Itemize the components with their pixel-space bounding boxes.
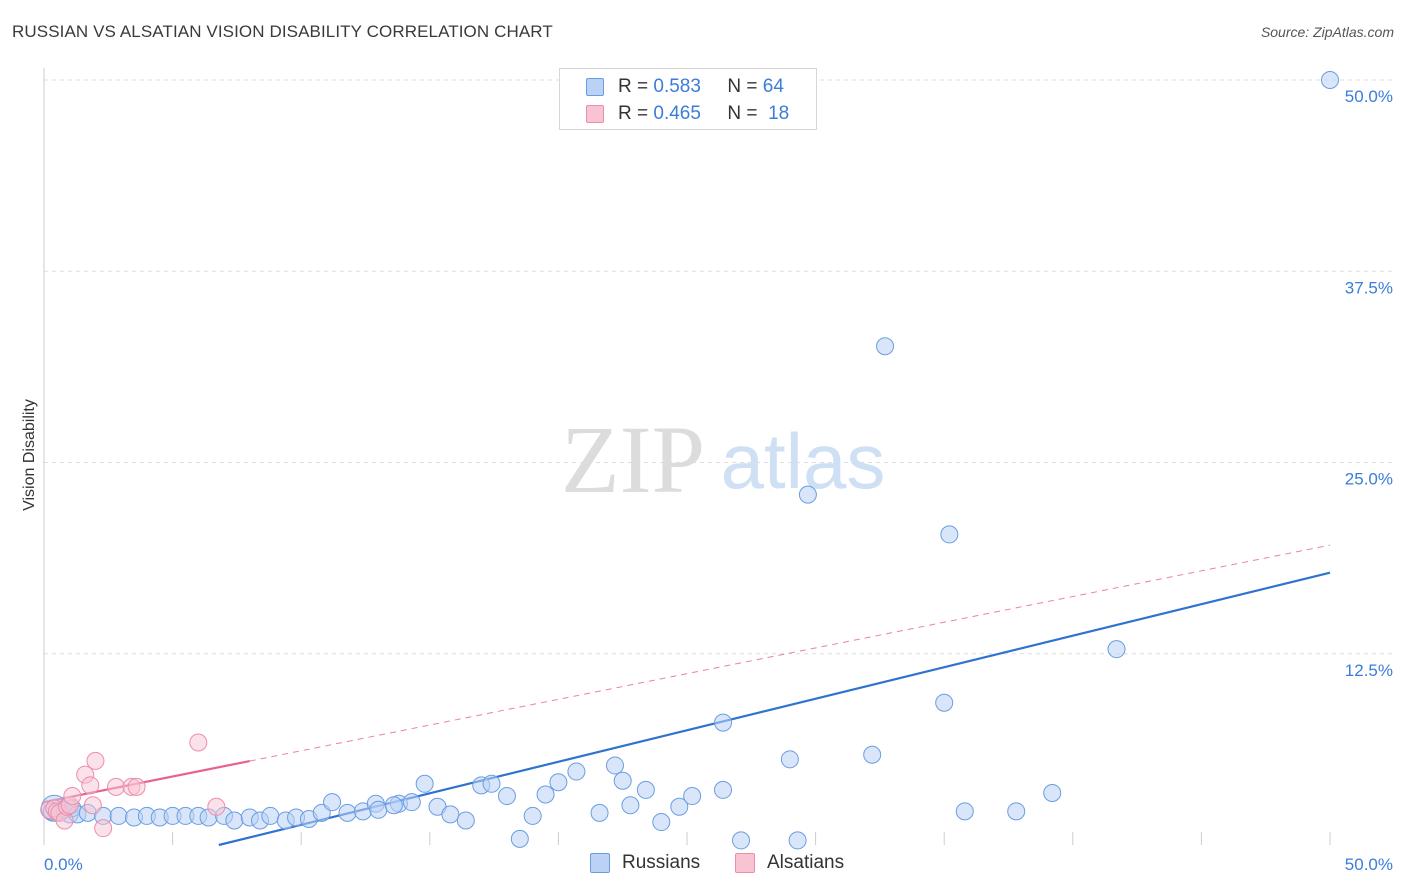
russians-point <box>613 771 632 790</box>
russians-point <box>456 811 475 830</box>
y-tick-label: 50.0% <box>1345 87 1393 106</box>
legend-item-russians[interactable]: Russians <box>590 852 700 874</box>
alsatians-point <box>107 777 126 796</box>
russians-point <box>415 774 434 793</box>
russians-point <box>338 803 357 822</box>
russians-swatch <box>586 78 604 96</box>
correlation-legend: R = 0.583 N = 64 R = 0.465 N = 18 <box>559 68 817 130</box>
russians-point <box>536 785 555 804</box>
alsatians-point <box>207 797 226 816</box>
alsatians-n-value: 18 <box>768 103 790 124</box>
alsatians-point <box>189 733 208 752</box>
russians-point <box>1043 783 1062 802</box>
russians-point <box>798 485 817 504</box>
russians-point <box>652 813 671 832</box>
russians-point <box>369 800 388 819</box>
russians-point <box>497 787 516 806</box>
russians-point <box>670 797 689 816</box>
y-tick-label: 25.0% <box>1345 470 1393 489</box>
russians-point <box>402 793 421 812</box>
russians-point <box>621 796 640 815</box>
russians-point <box>714 780 733 799</box>
russians-point <box>732 831 751 850</box>
watermark-zip: ZIP <box>561 406 705 513</box>
chart-title: RUSSIAN VS ALSATIAN VISION DISABILITY CO… <box>12 22 553 41</box>
russians-r-value: 0.583 <box>653 76 701 97</box>
axes <box>43 68 1331 845</box>
x-tick-label-min: 0.0% <box>44 855 83 874</box>
watermark: ZIP atlas <box>561 406 885 513</box>
russians-point <box>261 806 280 825</box>
russians-point <box>683 787 702 806</box>
russians-point <box>605 756 624 775</box>
russians-point <box>1321 71 1339 89</box>
russians-point <box>225 811 244 830</box>
russians-point <box>549 773 568 792</box>
legend-item-alsatians[interactable]: Alsatians <box>735 852 844 874</box>
legend-row-alsatians: R = 0.465 N = 18 <box>586 102 789 126</box>
russians-point <box>384 796 403 815</box>
russians-point <box>780 750 799 769</box>
grid-lines <box>44 79 1394 655</box>
russians-legend-label: Russians <box>622 852 701 873</box>
alsatians-legend-swatch <box>735 853 755 873</box>
y-tick-label: 37.5% <box>1345 278 1393 297</box>
russians-point <box>323 793 342 812</box>
data-points <box>40 71 1339 850</box>
alsatians-point <box>63 787 82 806</box>
russians-point <box>863 745 882 764</box>
russians-point <box>567 762 586 781</box>
russians-point <box>523 806 542 825</box>
alsatians-point <box>86 751 105 770</box>
russians-legend-swatch <box>590 853 610 873</box>
russians-point <box>441 805 460 824</box>
russians-point <box>714 713 733 732</box>
alsatians-r-value: 0.465 <box>653 103 701 124</box>
alsatians-legend-label: Alsatians <box>767 852 845 873</box>
russians-point <box>1107 640 1126 659</box>
legend-row-russians: R = 0.583 N = 64 <box>586 75 784 99</box>
alsatians-point <box>81 776 100 795</box>
russians-point <box>109 806 128 825</box>
alsatians-r-label: R = <box>618 103 649 124</box>
russians-point <box>955 802 974 821</box>
russians-point <box>876 337 895 356</box>
alsatians-trend-line-dashed <box>249 544 1331 762</box>
alsatians-n-label: N = <box>727 103 758 124</box>
russians-point <box>510 829 529 848</box>
russians-point <box>590 803 609 822</box>
alsatians-point <box>127 777 146 796</box>
russians-point <box>636 780 655 799</box>
y-tick-label: 12.5% <box>1345 661 1393 680</box>
alsatians-point <box>83 796 102 815</box>
tick-labels: 12.5% 25.0% 37.5% 50.0% 0.0% 50.0% <box>44 87 1393 874</box>
russians-r-label: R = <box>618 76 649 97</box>
x-tick-label-max: 50.0% <box>1345 855 1393 874</box>
russians-point <box>940 525 959 544</box>
alsatians-swatch <box>586 105 604 123</box>
russians-point <box>788 831 807 850</box>
russians-n-value: 64 <box>762 76 784 97</box>
russians-point <box>482 774 501 793</box>
russians-point <box>1007 802 1026 821</box>
russians-point <box>935 693 954 712</box>
russians-n-label: N = <box>727 76 758 97</box>
alsatians-point <box>94 819 113 838</box>
source-credit: Source: ZipAtlas.com <box>1260 24 1394 40</box>
series-legend: Russians Alsatians <box>0 852 1406 878</box>
